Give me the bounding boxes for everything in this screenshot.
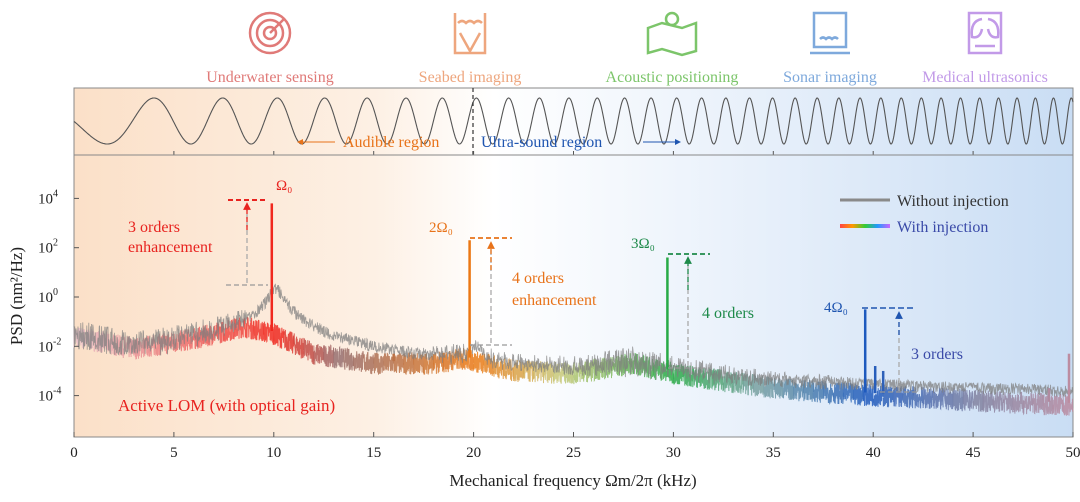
radar-target-icon	[250, 13, 290, 53]
peak-label-omega0: Ω₀	[276, 178, 292, 194]
peak-label-4omega0: 4Ω₀	[824, 300, 848, 316]
legend-swatch-with	[840, 224, 890, 228]
application-label: Acoustic positioning	[606, 69, 739, 86]
x-tick-label: 10	[266, 445, 281, 461]
application-label: Seabed imaging	[419, 69, 522, 86]
legend-label-with: With injection	[897, 219, 988, 236]
x-tick-label: 45	[966, 445, 981, 461]
x-tick-label: 35	[766, 445, 781, 461]
x-tick-label: 50	[1066, 445, 1080, 461]
application-label: Sonar imaging	[783, 69, 877, 86]
with-injection-segment	[833, 382, 843, 404]
x-tick-label: 5	[170, 445, 178, 461]
lungs-icon	[969, 13, 1001, 53]
enhancement-label-3: 4 orders	[702, 305, 754, 322]
y-tick-label: 100	[38, 287, 58, 306]
application-3: Sonar imaging	[783, 13, 877, 86]
x-tick-label: 30	[666, 445, 681, 461]
map-pin-icon	[648, 13, 696, 55]
x-axis-label: Mechanical frequency Ωm/2π (kHz)	[449, 471, 696, 490]
with-injection-segment	[254, 320, 264, 341]
enhancement-label-4: 3 orders	[911, 346, 963, 363]
x-tick-label: 15	[366, 445, 381, 461]
application-0: Underwater sensing	[206, 13, 334, 86]
application-1: Seabed imaging	[419, 13, 522, 86]
application-4: Medical ultrasonics	[922, 13, 1048, 86]
legend-label-without: Without injection	[897, 193, 1009, 210]
x-tick-label: 40	[866, 445, 881, 461]
application-label: Underwater sensing	[206, 69, 334, 86]
peak-label-3omega0: 3Ω₀	[631, 236, 655, 252]
audible-region-label: Audible region	[343, 134, 439, 151]
y-tick-label: 10-2	[38, 336, 61, 355]
active-lom-label: Active LOM (with optical gain)	[118, 396, 335, 415]
y-tick-label: 102	[38, 238, 58, 257]
y-axis-label: PSD (nm²/Hz)	[7, 247, 26, 345]
y-tick-label: 10-4	[38, 386, 61, 405]
x-tick-label: 0	[70, 445, 78, 461]
ultrasound-region-label: Ultra-sound region	[481, 134, 602, 151]
y-tick-label: 104	[38, 188, 58, 207]
seabed-icon	[455, 13, 485, 53]
application-row: Underwater sensing Seabed imaging Acoustic…	[206, 13, 1048, 86]
application-2: Acoustic positioning	[606, 13, 739, 86]
x-tick-label: 25	[566, 445, 581, 461]
x-tick-label: 20	[466, 445, 481, 461]
sonar-monitor-icon	[810, 13, 850, 53]
peak-label-2omega0: 2Ω₀	[429, 220, 453, 236]
application-label: Medical ultrasonics	[922, 69, 1048, 86]
